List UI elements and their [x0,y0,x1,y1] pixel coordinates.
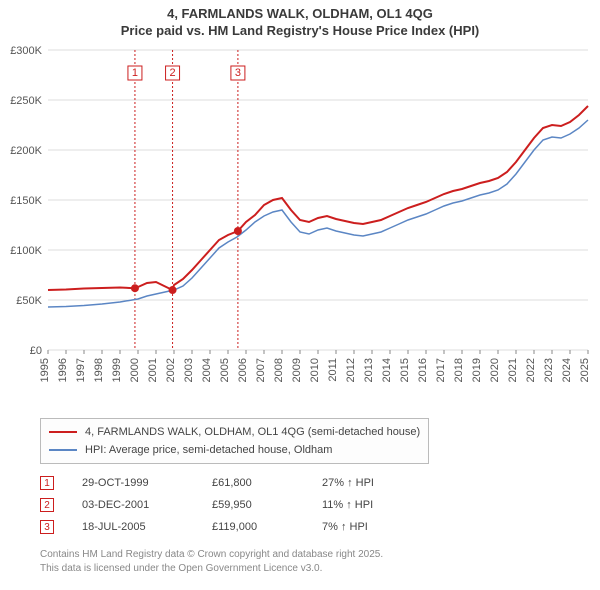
svg-text:£150K: £150K [10,195,42,207]
sales-row: 3 18-JUL-2005 £119,000 7% ↑ HPI [40,516,442,538]
svg-text:2015: 2015 [399,358,411,382]
svg-text:2019: 2019 [471,358,483,382]
svg-text:1996: 1996 [57,358,69,382]
svg-text:2000: 2000 [129,358,141,382]
legend-swatch-hpi [49,449,77,451]
sales-table: 1 29-OCT-1999 £61,800 27% ↑ HPI 2 03-DEC… [40,472,442,538]
legend-item-hpi: HPI: Average price, semi-detached house,… [49,441,420,459]
svg-text:3: 3 [235,67,241,79]
svg-text:2013: 2013 [363,358,375,382]
footnote-line1: Contains HM Land Registry data © Crown c… [40,548,383,562]
svg-text:£250K: £250K [10,95,42,107]
sale-date: 18-JUL-2005 [82,521,212,533]
sale-marker-3: 3 [40,520,54,534]
sale-marker-2: 2 [40,498,54,512]
legend-item-price: 4, FARMLANDS WALK, OLDHAM, OL1 4QG (semi… [49,423,420,441]
svg-text:2016: 2016 [417,358,429,382]
sales-row: 1 29-OCT-1999 £61,800 27% ↑ HPI [40,472,442,494]
svg-text:2020: 2020 [489,358,501,382]
svg-text:2003: 2003 [183,358,195,382]
svg-text:2012: 2012 [345,358,357,382]
legend-label-hpi: HPI: Average price, semi-detached house,… [85,444,332,456]
chart-legend: 4, FARMLANDS WALK, OLDHAM, OL1 4QG (semi… [40,418,429,464]
svg-text:2004: 2004 [201,358,213,382]
legend-swatch-price [49,431,77,433]
footnote: Contains HM Land Registry data © Crown c… [40,548,383,575]
sale-marker-1: 1 [40,476,54,490]
chart-container: £0 £50K £100K £150K £200K £250K £300K 1995 1996… [6,44,594,404]
svg-text:1999: 1999 [111,358,123,382]
sale-price: £119,000 [212,521,322,533]
svg-text:2008: 2008 [273,358,285,382]
price-chart: £0 £50K £100K £150K £200K £250K £300K 1995 1996… [6,44,594,404]
svg-text:2010: 2010 [309,358,321,382]
svg-text:£100K: £100K [10,245,42,257]
svg-text:2007: 2007 [255,358,267,382]
svg-text:2018: 2018 [453,358,465,382]
svg-text:2025: 2025 [579,358,591,382]
title-address: 4, FARMLANDS WALK, OLDHAM, OL1 4QG [0,6,600,21]
svg-text:2014: 2014 [381,358,393,382]
svg-text:2002: 2002 [165,358,177,382]
svg-text:£200K: £200K [10,145,42,157]
svg-text:2022: 2022 [525,358,537,382]
svg-text:£300K: £300K [10,45,42,57]
svg-text:2: 2 [169,67,175,79]
svg-text:1995: 1995 [39,358,51,382]
sale-hpi: 7% ↑ HPI [322,521,442,533]
svg-text:2021: 2021 [507,358,519,382]
svg-text:2001: 2001 [147,358,159,382]
sale-price: £61,800 [212,477,322,489]
sale-date: 29-OCT-1999 [82,477,212,489]
svg-text:2005: 2005 [219,358,231,382]
sales-row: 2 03-DEC-2001 £59,950 11% ↑ HPI [40,494,442,516]
sale-hpi: 27% ↑ HPI [322,477,442,489]
svg-text:2024: 2024 [561,358,573,382]
legend-label-price: 4, FARMLANDS WALK, OLDHAM, OL1 4QG (semi… [85,426,420,438]
svg-text:1998: 1998 [93,358,105,382]
svg-text:2017: 2017 [435,358,447,382]
footnote-line2: This data is licensed under the Open Gov… [40,562,383,576]
svg-text:2006: 2006 [237,358,249,382]
sale-hpi: 11% ↑ HPI [322,499,442,511]
svg-text:£50K: £50K [16,295,42,307]
svg-text:2009: 2009 [291,358,303,382]
svg-text:£0: £0 [30,345,42,357]
title-subtitle: Price paid vs. HM Land Registry's House … [0,23,600,38]
svg-text:2011: 2011 [327,358,339,382]
sale-price: £59,950 [212,499,322,511]
svg-text:1997: 1997 [75,358,87,382]
svg-text:2023: 2023 [543,358,555,382]
sale-date: 03-DEC-2001 [82,499,212,511]
svg-text:1: 1 [132,67,138,79]
